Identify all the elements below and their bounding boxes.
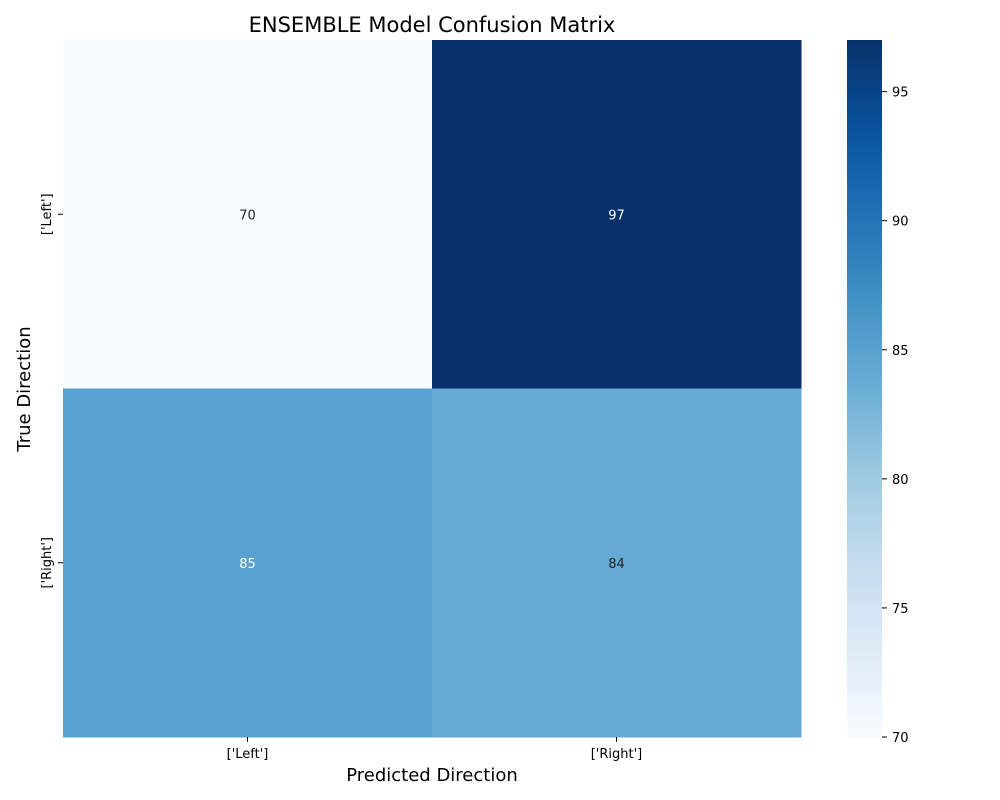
colorbar-tick-label: 85 xyxy=(892,344,909,359)
axes: ['Left'] ['Right'] ['Left'] ['Right'] xyxy=(40,193,642,762)
heatmap-cell xyxy=(63,40,433,389)
colorbar-gradient xyxy=(847,40,882,737)
y-tick-label: ['Right'] xyxy=(40,537,55,589)
heatmap-cell xyxy=(432,388,802,738)
colorbar-tick-label: 70 xyxy=(892,731,909,746)
y-axis-label: True Direction xyxy=(14,326,35,452)
colorbar-tick-label: 90 xyxy=(892,215,909,230)
heatmap-cell xyxy=(63,388,433,738)
colorbar-tick-label: 75 xyxy=(892,602,909,617)
y-tick-label: ['Left'] xyxy=(40,193,55,235)
cell-value-label: 85 xyxy=(239,557,256,572)
colorbar: 70 75 80 85 90 95 xyxy=(847,40,909,746)
cell-value-label: 97 xyxy=(608,208,625,223)
colorbar-tick-label: 80 xyxy=(892,473,909,488)
colorbar-tick-label: 95 xyxy=(892,86,909,101)
chart-title: ENSEMBLE Model Confusion Matrix xyxy=(249,13,616,37)
x-tick-label: ['Left'] xyxy=(227,747,269,762)
heatmap-cell xyxy=(432,40,802,389)
x-axis-label: Predicted Direction xyxy=(346,765,518,786)
cell-value-label: 84 xyxy=(608,557,625,572)
cell-value-label: 70 xyxy=(239,208,256,223)
x-tick-label: ['Right'] xyxy=(591,747,643,762)
heatmap-cells: 70 97 85 84 xyxy=(63,40,802,738)
